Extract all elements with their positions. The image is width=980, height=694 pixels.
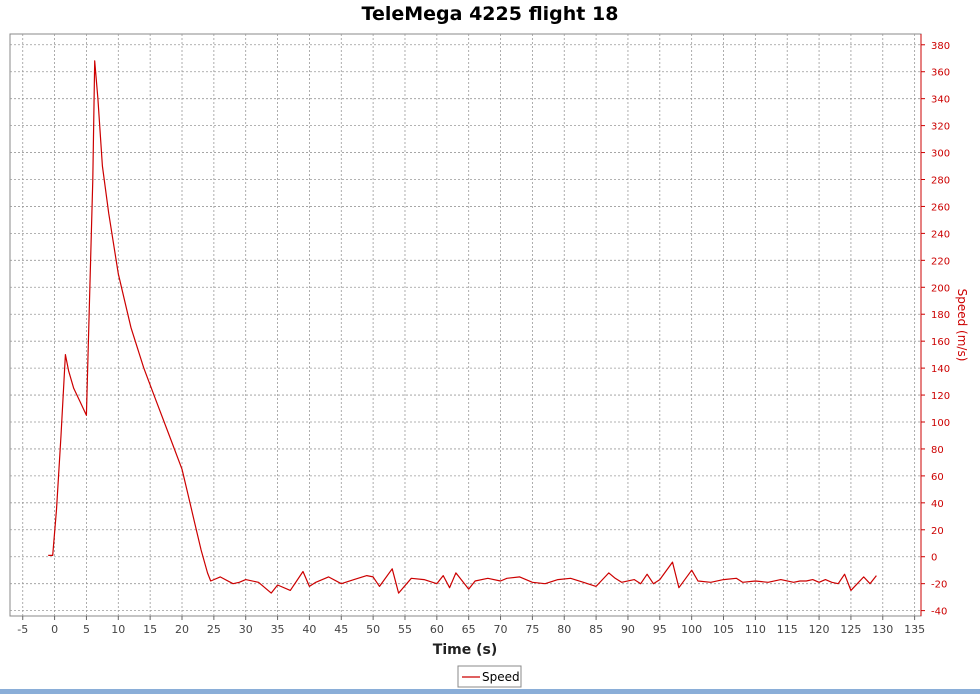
x-tick-label: 75: [525, 623, 539, 636]
x-tick-label: 35: [271, 623, 285, 636]
x-tick-label: 40: [302, 623, 316, 636]
x-tick-label: 125: [840, 623, 861, 636]
x-tick-label: 0: [51, 623, 58, 636]
y-tick-label: 120: [931, 391, 950, 402]
x-tick-label: 60: [430, 623, 444, 636]
series-group: [48, 60, 877, 594]
x-tick-label: 45: [334, 623, 348, 636]
legend: Speed: [457, 665, 522, 688]
x-tick-label: 70: [494, 623, 508, 636]
x-tick-label: 15: [143, 623, 157, 636]
y-tick-label: -40: [931, 607, 947, 618]
y-axis: -40 -20 0 20 40 60 80 100 120 140 160 180 200 220 240 2…: [920, 34, 950, 618]
x-tick-label: 115: [777, 623, 798, 636]
y-tick-label: 240: [931, 229, 950, 240]
x-tick-label: 85: [589, 623, 603, 636]
y-tick-label: 220: [931, 256, 950, 267]
y-tick-label: -20: [931, 580, 947, 591]
x-tick-label: 55: [398, 623, 412, 636]
y-tick-label: 360: [931, 68, 950, 79]
y-tick-label: 180: [931, 310, 950, 321]
y-tick-label: 140: [931, 364, 950, 375]
x-tick-label: 120: [809, 623, 830, 636]
legend-label: Speed: [482, 670, 520, 684]
x-tick-label: 65: [462, 623, 476, 636]
x-tick-label: 50: [366, 623, 380, 636]
y-tick-label: 320: [931, 122, 950, 133]
x-tick-label: 5: [83, 623, 90, 636]
legend-box: [457, 665, 522, 688]
x-tick-label: 90: [621, 623, 635, 636]
y-tick-label: 20: [931, 526, 944, 537]
y-tick-label: 0: [931, 553, 937, 564]
y-tick-label: 60: [931, 472, 944, 483]
plot-area: [9, 33, 922, 617]
x-tick-label: 95: [653, 623, 667, 636]
x-tick-label: 30: [239, 623, 253, 636]
window-bottom-border: [0, 689, 980, 694]
y-tick-label: 300: [931, 149, 950, 160]
plot-frame: [9, 33, 922, 617]
x-tick-label: 130: [872, 623, 893, 636]
x-tick-label: 135: [904, 623, 925, 636]
x-tick-label: -5: [17, 623, 28, 636]
y-tick-label: 80: [931, 445, 944, 456]
y-tick-label: 100: [931, 418, 950, 429]
y-tick-label: 260: [931, 202, 950, 213]
x-axis: -5 0 5 10 15 20 25 30 35 40 45 50 55 60 65 70 75 80 85 90 95…: [17, 616, 925, 636]
y-tick-label: 380: [931, 41, 950, 52]
y-tick-label: 200: [931, 283, 950, 294]
series-line-speed: [48, 60, 877, 594]
y-tick-label: 340: [931, 95, 950, 106]
x-axis-label: Time (s): [433, 642, 497, 658]
x-tick-label: 105: [713, 623, 734, 636]
y-tick-label: 40: [931, 499, 944, 510]
y-axis-label: Speed (m/s): [955, 289, 969, 362]
y-tick-label: 280: [931, 176, 950, 187]
y-tick-label: 160: [931, 337, 950, 348]
chart-title: TeleMega 4225 flight 18: [362, 3, 619, 25]
x-tick-label: 100: [681, 623, 702, 636]
grid-lines: [10, 34, 921, 616]
x-tick-label: 10: [111, 623, 125, 636]
x-tick-label: 20: [175, 623, 189, 636]
x-tick-label: 110: [745, 623, 766, 636]
x-tick-label: 25: [207, 623, 221, 636]
x-tick-label: 80: [557, 623, 571, 636]
